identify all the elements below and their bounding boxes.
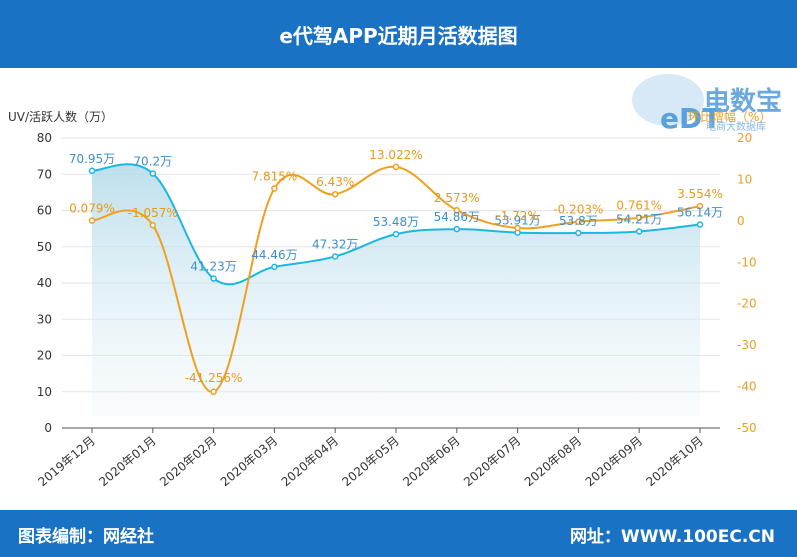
uv-data-label: 54.86万 <box>434 210 480 224</box>
growth-point <box>635 214 643 221</box>
left-axis-label: UV/活跃人数（万） <box>8 109 113 124</box>
uv-point <box>453 225 461 233</box>
growth-data-label: 6.43% <box>316 175 354 189</box>
uv-data-label: 56.14万 <box>677 205 723 219</box>
x-tick-label: 2020年10月 <box>643 434 705 490</box>
growth-point <box>514 224 521 232</box>
uv-data-label: 53.91万 <box>494 214 540 228</box>
logo-main: 电数宝 <box>704 86 782 117</box>
uv-point <box>575 229 582 237</box>
growth-data-label: 0.761% <box>616 199 662 213</box>
growth-data-label: -0.203% <box>553 203 603 217</box>
growth-point <box>453 206 461 214</box>
right-tick-label: 20 <box>737 131 752 145</box>
logo-badge: eDT <box>660 102 721 135</box>
left-tick-label: 10 <box>37 385 52 399</box>
footer-source: 图表编制：网经社 <box>18 527 154 547</box>
growth-point <box>271 185 278 192</box>
right-tick-label: -20 <box>737 297 757 311</box>
growth-data-label: 3.554% <box>677 187 723 201</box>
uv-data-label: 70.95万 <box>69 152 115 166</box>
uv-point <box>635 228 643 235</box>
growth-data-label: -1.72% <box>496 209 538 223</box>
growth-data-label: 7.815% <box>252 169 298 183</box>
right-tick-label: 10 <box>737 172 752 186</box>
growth-point <box>149 221 157 229</box>
growth-point <box>696 202 704 210</box>
x-tick-label: 2020年07月 <box>461 434 523 490</box>
x-tick-label: 2020年01月 <box>96 434 158 490</box>
uv-point <box>210 275 217 282</box>
uv-point <box>392 230 400 238</box>
right-tick-label: -40 <box>737 380 757 394</box>
x-tick-label: 2019年12月 <box>35 434 97 490</box>
uv-data-label: 53.8万 <box>559 214 598 228</box>
growth-point <box>392 163 400 171</box>
uv-series-line <box>91 163 701 286</box>
growth-point <box>88 217 96 224</box>
chart-svg: eDT 电数宝 电商大数据库 UV/活跃人数（万） 环比增幅（%） 70.95万… <box>8 74 782 490</box>
uv-data-label: 44.46万 <box>251 248 297 262</box>
uv-data-label: 70.2万 <box>133 155 172 169</box>
x-tick-label: 2020年05月 <box>339 434 401 490</box>
uv-point <box>331 253 339 260</box>
chart-header: e代驾APP近期月活数据图 <box>0 0 797 68</box>
growth-data-label: -1.057% <box>128 206 178 220</box>
right-tick-label: -50 <box>737 421 757 435</box>
uv-data-label: 53.48万 <box>373 215 419 229</box>
growth-point <box>575 218 582 225</box>
right-tick-label: 0 <box>737 214 745 228</box>
growth-data-label: 2.573% <box>434 191 480 205</box>
left-tick-label: 40 <box>37 276 52 290</box>
logo: eDT 电数宝 电商大数据库 <box>632 74 782 135</box>
left-tick-label: 0 <box>44 421 52 435</box>
left-tick-label: 80 <box>37 131 52 145</box>
right-tick-label: -10 <box>737 255 757 269</box>
right-axis-label: 环比增幅（%） <box>688 109 771 124</box>
x-tick-label: 2020年08月 <box>522 434 584 490</box>
left-tick-label: 60 <box>37 204 52 218</box>
uv-data-label: 41.23万 <box>190 260 236 274</box>
uv-point <box>149 170 157 177</box>
left-tick-label: 30 <box>37 312 52 326</box>
chart-title: e代驾APP近期月活数据图 <box>279 23 518 48</box>
growth-data-label: 13.022% <box>369 148 422 162</box>
growth-data-label: 0.079% <box>69 202 115 216</box>
logo-sub: 电商大数据库 <box>706 120 766 133</box>
uv-data-label: 47.32万 <box>312 237 358 251</box>
footer-url: 网址：WWW.100EC.CN <box>569 527 775 547</box>
growth-point <box>210 388 217 396</box>
left-tick-label: 70 <box>37 167 52 181</box>
right-tick-label: -30 <box>737 338 757 352</box>
uv-point <box>696 221 704 228</box>
x-tick-label: 2020年06月 <box>400 434 462 490</box>
x-tick-label: 2020年03月 <box>218 434 280 490</box>
chart-footer: 图表编制：网经社 网址：WWW.100EC.CN <box>0 510 797 557</box>
uv-point <box>88 167 96 175</box>
left-tick-label: 50 <box>37 240 52 254</box>
left-tick-label: 20 <box>37 349 52 363</box>
growth-data-label: -41.256% <box>185 371 243 385</box>
uv-point <box>271 263 278 271</box>
growth-point <box>331 190 339 198</box>
x-tick-label: 2020年02月 <box>157 434 219 490</box>
uv-data-label: 54.21万 <box>616 212 662 226</box>
x-tick-label: 2020年09月 <box>583 434 645 490</box>
x-tick-label: 2020年04月 <box>279 434 341 490</box>
uv-area <box>92 164 700 416</box>
